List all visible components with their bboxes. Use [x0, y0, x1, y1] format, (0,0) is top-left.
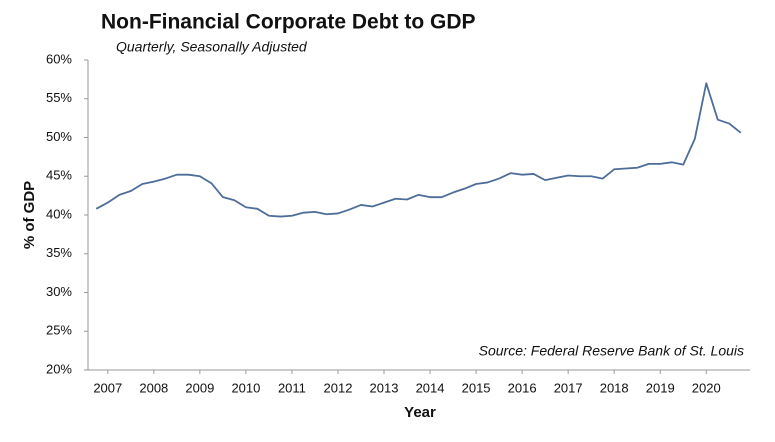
data-line	[95, 82, 742, 218]
y-tick-label: 20%	[46, 361, 72, 376]
y-tick-label: 45%	[46, 168, 72, 183]
x-axis-label: Year	[404, 404, 436, 421]
x-tick-label: 2018	[600, 380, 629, 395]
x-tick-label: 2013	[370, 380, 399, 395]
x-tick-label: 2020	[692, 380, 721, 395]
y-tick-label: 55%	[46, 90, 72, 105]
y-tick-label: 30%	[46, 284, 72, 299]
y-tick-label: 40%	[46, 206, 72, 221]
chart-subtitle: Quarterly, Seasonally Adjusted	[116, 39, 308, 55]
x-tick-label: 2017	[554, 380, 583, 395]
x-tick-label: 2014	[416, 380, 445, 395]
y-axis-label: % of GDP	[21, 181, 38, 249]
x-tick-label: 2016	[508, 380, 537, 395]
x-tick-label: 2007	[93, 380, 122, 395]
x-tick-label: 2012	[324, 380, 353, 395]
y-tick-label: 25%	[46, 323, 72, 338]
x-tick-label: 2010	[231, 380, 260, 395]
x-tick-label: 2009	[185, 380, 214, 395]
x-tick-label: 2011	[278, 380, 306, 395]
y-tick-label: 35%	[46, 245, 72, 260]
x-tick-label: 2015	[462, 380, 491, 395]
x-tick-label: 2019	[646, 380, 675, 395]
source-note: Source: Federal Reserve Bank of St. Loui…	[479, 343, 744, 359]
y-tick-label: 60%	[46, 51, 72, 66]
y-tick-label: 50%	[46, 129, 72, 144]
chart-title: Non-Financial Corporate Debt to GDP	[101, 11, 476, 34]
x-tick-label: 2008	[139, 380, 168, 395]
